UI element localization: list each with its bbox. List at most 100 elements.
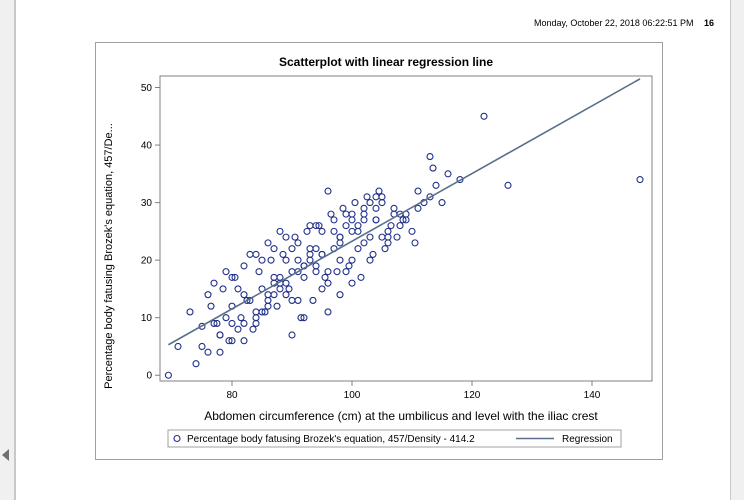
data-point xyxy=(360,204,368,212)
data-point xyxy=(390,204,398,212)
data-point xyxy=(306,250,314,258)
data-point xyxy=(348,279,356,287)
data-point xyxy=(312,268,320,276)
data-point xyxy=(384,239,392,247)
data-point xyxy=(228,337,236,345)
data-point xyxy=(345,262,353,270)
data-point xyxy=(300,273,308,281)
data-point xyxy=(288,296,296,304)
data-point xyxy=(252,308,260,316)
data-point xyxy=(360,239,368,247)
data-point xyxy=(279,250,287,258)
data-point xyxy=(312,245,320,253)
data-point xyxy=(252,314,260,322)
legend: Percentage body fatusing Brozek's equati… xyxy=(167,429,622,448)
data-point xyxy=(336,239,344,247)
data-point xyxy=(342,268,350,276)
y-tick-label: 40 xyxy=(141,141,153,152)
scroll-left-arrow-icon[interactable] xyxy=(2,449,9,461)
data-point xyxy=(366,256,374,264)
data-point xyxy=(504,181,512,189)
data-point xyxy=(164,371,172,379)
scatter-chart: Scatterplot with linear regression line … xyxy=(103,55,653,448)
data-point xyxy=(408,227,416,235)
data-point xyxy=(294,239,302,247)
data-point xyxy=(348,216,356,224)
data-point xyxy=(438,199,446,207)
left-strip-edge xyxy=(14,0,16,500)
data-point xyxy=(480,112,488,120)
data-point xyxy=(288,245,296,253)
data-point xyxy=(426,193,434,201)
data-point xyxy=(372,204,380,212)
data-point xyxy=(399,216,407,224)
data-point xyxy=(258,256,266,264)
data-point xyxy=(306,222,314,230)
data-point xyxy=(456,176,464,184)
data-point xyxy=(198,322,206,330)
data-point xyxy=(198,342,206,351)
data-point xyxy=(354,227,362,235)
data-point xyxy=(267,256,275,264)
data-point xyxy=(204,291,212,299)
data-point xyxy=(378,233,386,241)
data-point xyxy=(207,302,215,310)
data-point xyxy=(276,273,284,281)
data-point xyxy=(360,216,368,224)
legend-label-points: Percentage body fatusing Brozek's equati… xyxy=(187,434,475,445)
data-point xyxy=(336,291,344,299)
data-point xyxy=(366,233,374,241)
data-point xyxy=(411,239,419,247)
data-point xyxy=(294,268,302,276)
data-point xyxy=(342,222,350,230)
data-point xyxy=(258,308,266,316)
data-point xyxy=(276,285,284,293)
output-page: Monday, October 22, 2018 06:22:51 PM 16 … xyxy=(16,0,731,500)
data-point xyxy=(414,187,422,195)
data-point xyxy=(318,227,326,235)
data-point xyxy=(273,302,281,310)
data-point xyxy=(378,193,386,201)
y-tick-label: 50 xyxy=(141,83,153,94)
data-point xyxy=(324,308,332,316)
data-point xyxy=(204,348,212,356)
data-point xyxy=(270,273,278,281)
data-point xyxy=(288,331,296,339)
data-point xyxy=(387,222,395,230)
data-point xyxy=(306,245,314,253)
data-point xyxy=(291,233,299,241)
data-point xyxy=(225,337,233,345)
chart-frame: Scatterplot with linear regression line … xyxy=(95,42,663,460)
data-point xyxy=(264,302,272,310)
data-point xyxy=(246,250,254,258)
data-point xyxy=(327,210,335,218)
data-point xyxy=(330,227,338,235)
legend-box xyxy=(167,429,622,448)
data-point xyxy=(348,210,356,218)
data-point xyxy=(294,256,302,264)
data-point xyxy=(234,285,242,293)
data-point xyxy=(315,222,323,230)
data-point xyxy=(366,199,374,207)
plot-area xyxy=(159,75,653,382)
data-point xyxy=(378,199,386,207)
data-point xyxy=(264,239,272,247)
timestamp: Monday, October 22, 2018 06:22:51 PM xyxy=(534,18,694,28)
data-point xyxy=(348,227,356,235)
data-point xyxy=(372,216,380,224)
data-point xyxy=(222,268,230,276)
data-point xyxy=(213,319,221,328)
chart-title: Scatterplot with linear regression line xyxy=(279,55,493,69)
data-point xyxy=(240,262,248,270)
data-point xyxy=(264,291,272,299)
data-point xyxy=(255,268,263,276)
data-point xyxy=(396,222,404,230)
data-point xyxy=(330,216,338,224)
legend-label-regression: Regression xyxy=(562,434,613,445)
data-point xyxy=(228,319,236,328)
data-point xyxy=(372,193,380,201)
data-point xyxy=(270,291,278,299)
data-point xyxy=(186,308,194,316)
data-point xyxy=(297,314,305,322)
data-point xyxy=(306,256,314,264)
